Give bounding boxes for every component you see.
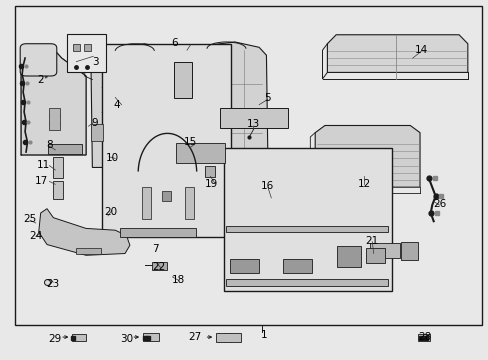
Text: 25: 25 [23,215,37,224]
Bar [220,108,288,128]
Text: 12: 12 [357,179,370,189]
Text: 29: 29 [49,333,62,343]
Text: 6: 6 [171,38,177,48]
Polygon shape [39,209,130,255]
Bar [66,34,105,72]
Bar [15,6,482,325]
Polygon shape [327,35,467,72]
Bar [223,148,391,291]
Text: 27: 27 [188,332,201,342]
Text: 4: 4 [113,100,120,110]
Bar [336,246,360,267]
Text: 16: 16 [261,181,274,192]
Polygon shape [185,42,267,160]
Bar [161,191,171,201]
Text: 8: 8 [46,140,53,150]
Bar [72,334,86,341]
Bar [48,144,81,154]
Bar [366,248,384,263]
Text: 24: 24 [29,231,42,240]
Bar [83,44,91,51]
Text: 9: 9 [91,118,98,128]
Text: 7: 7 [152,244,159,254]
Bar [53,157,63,178]
Text: 20: 20 [103,207,117,217]
Bar [73,44,80,51]
Bar [225,279,387,286]
Bar [142,187,151,220]
Bar [152,262,167,270]
Text: 10: 10 [106,153,119,163]
Bar [417,334,429,341]
Bar [49,108,60,130]
Polygon shape [91,44,177,167]
Text: 22: 22 [152,262,165,272]
Text: 18: 18 [172,275,185,285]
Polygon shape [315,126,419,187]
Bar [53,181,63,199]
Text: 13: 13 [246,120,259,129]
Bar [143,333,158,341]
Text: 26: 26 [432,199,445,210]
Text: 21: 21 [365,236,378,246]
Text: 11: 11 [37,160,50,170]
Text: 23: 23 [47,279,60,289]
Bar [229,259,259,273]
Bar [400,242,417,260]
Bar [282,259,311,273]
Text: 1: 1 [260,330,267,340]
Text: 28: 28 [417,332,430,342]
Bar [91,125,103,140]
Text: 17: 17 [35,176,48,186]
Bar [225,226,387,232]
Text: 30: 30 [120,333,133,343]
Bar [120,228,195,237]
FancyBboxPatch shape [20,44,57,76]
Bar [216,333,240,342]
Text: 2: 2 [37,75,44,85]
Text: 5: 5 [264,93,271,103]
Bar [102,44,231,237]
Bar [204,166,215,177]
Bar [184,187,193,220]
Text: 3: 3 [92,57,99,67]
Text: 19: 19 [204,179,218,189]
Bar [173,62,192,98]
Bar [176,143,224,163]
Bar [76,248,101,253]
Bar [369,243,399,258]
Text: 15: 15 [184,137,197,147]
Text: 14: 14 [413,45,427,55]
Polygon shape [21,53,86,155]
